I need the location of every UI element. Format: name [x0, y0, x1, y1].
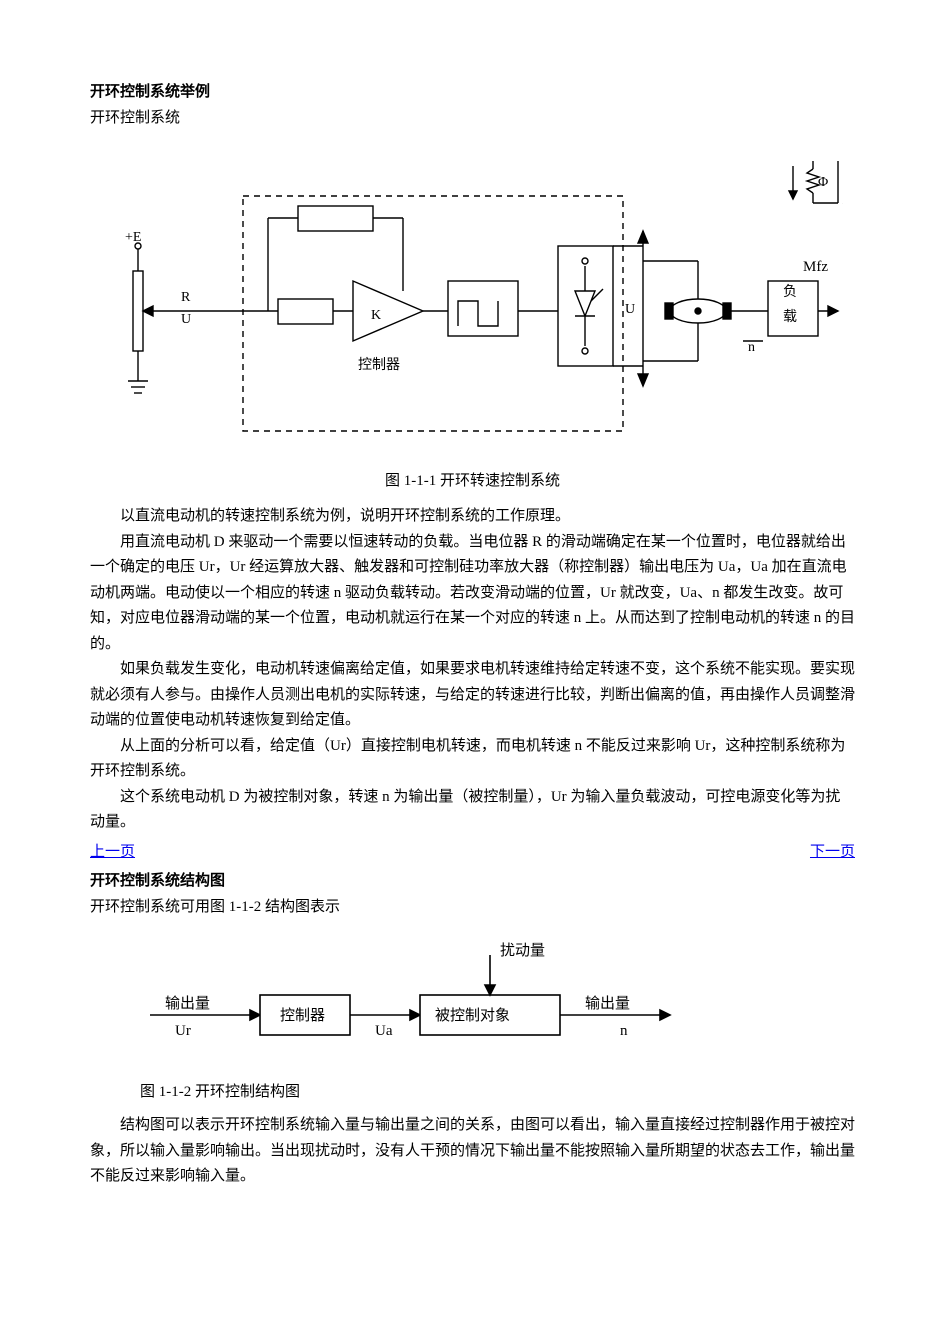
label-Uin: U	[181, 312, 191, 327]
label-controller: 控制器	[358, 357, 400, 373]
label-minus: –	[842, 195, 843, 209]
nav-row: 上一页 下一页	[90, 840, 855, 866]
diagram-1: +E R U K 控制器 U n 负 载 Mfz Φ + – U	[90, 151, 855, 461]
section2-title: 开环控制系统结构图	[90, 869, 855, 895]
para-1-1: 以直流电动机的转速控制系统为例，说明开环控制系统的工作原理。	[90, 504, 855, 530]
label-load2: 载	[783, 309, 797, 325]
d2-n: n	[620, 1023, 628, 1039]
label-Mfz: Mfz	[803, 259, 828, 275]
label-R: R	[181, 290, 191, 305]
para-1-4: 从上面的分析可以看，给定值（Ur）直接控制电机转速，而电机转速 n 不能反过来影…	[90, 734, 855, 785]
diagram-2-caption: 图 1-1-2 开环控制结构图	[140, 1080, 855, 1106]
diagram-2-svg: 扰动量 输出量 Ur 控制器 Ua 被控制对象 输出量 n	[130, 940, 690, 1070]
next-page-link[interactable]: 下一页	[810, 840, 855, 866]
d2-obj: 被控制对象	[435, 1007, 510, 1024]
diagram-2: 扰动量 输出量 Ur 控制器 Ua 被控制对象 输出量 n 图 1-1-2 开环…	[130, 940, 855, 1105]
para-1-5: 这个系统电动机 D 为被控制对象，转速 n 为输出量（被控制量），Ur 为输入量…	[90, 785, 855, 836]
label-E: +E	[125, 230, 141, 245]
diagram-1-svg: +E R U K 控制器 U n 负 载 Mfz Φ + – U	[103, 151, 843, 451]
diagram-1-caption: 图 1-1-1 开环转速控制系统	[90, 469, 855, 495]
d2-ua: Ua	[375, 1023, 393, 1039]
prev-page-link[interactable]: 上一页	[90, 840, 135, 866]
section2-intro: 开环控制系统可用图 1-1-2 结构图表示	[90, 895, 855, 921]
d2-in-bottom: Ur	[175, 1023, 191, 1039]
label-load1: 负	[783, 284, 797, 300]
para-1-3: 如果负载发生变化，电动机转速偏离给定值，如果要求电机转速维持给定转速不变，这个系…	[90, 657, 855, 734]
d2-disturb: 扰动量	[500, 942, 545, 959]
label-Uout: U	[625, 302, 635, 317]
para-2-1: 结构图可以表示开环控制系统输入量与输出量之间的关系，由图可以看出，输入量直接经过…	[90, 1113, 855, 1190]
section1-subtitle: 开环控制系统	[90, 106, 855, 132]
para-1-2: 用直流电动机 D 来驱动一个需要以恒速转动的负载。当电位器 R 的滑动端确定在某…	[90, 530, 855, 658]
d2-out-top: 输出量	[585, 995, 630, 1012]
label-phi: Φ	[818, 175, 828, 190]
label-K: K	[371, 308, 381, 323]
d2-in-top: 输出量	[165, 995, 210, 1012]
label-n: n	[748, 340, 755, 355]
d2-ctrl: 控制器	[280, 1007, 325, 1024]
section1-title: 开环控制系统举例	[90, 80, 855, 106]
